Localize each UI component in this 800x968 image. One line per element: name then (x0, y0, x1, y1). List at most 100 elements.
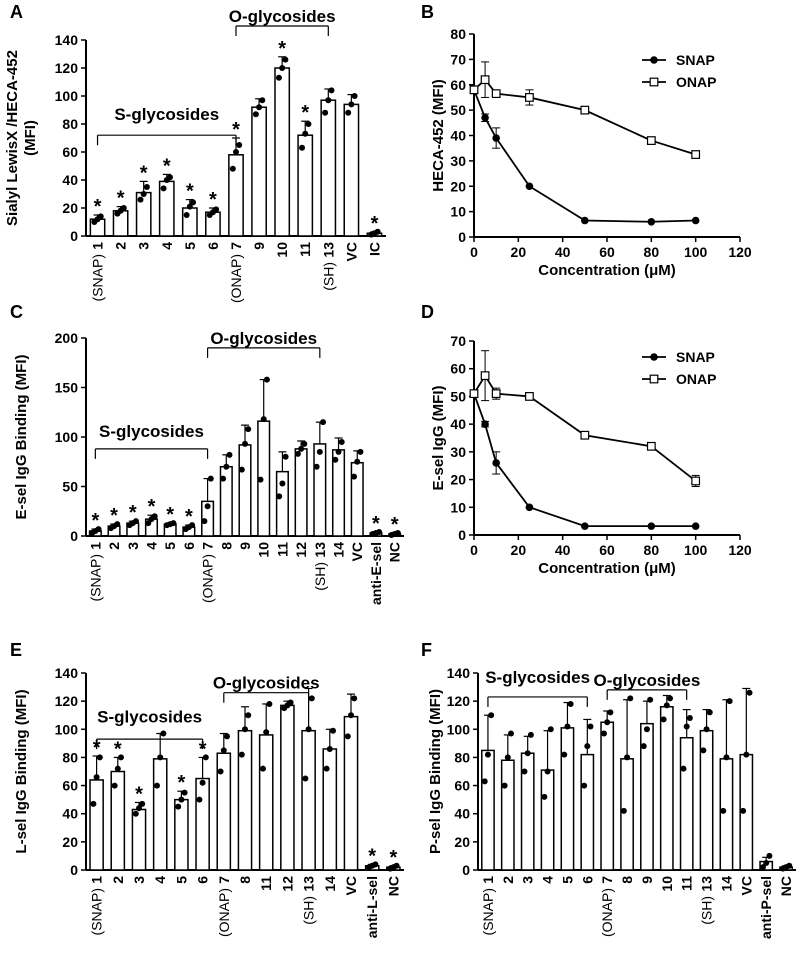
panel-letter: C (10, 302, 23, 322)
data-point (166, 174, 173, 181)
data-point (544, 768, 551, 775)
data-point (521, 768, 528, 775)
data-point (620, 807, 627, 814)
data-point (178, 796, 185, 803)
data-point (524, 750, 531, 757)
x-tick-label: 2 (113, 242, 129, 250)
significance-star: * (278, 38, 286, 60)
x-tick-label: 14 (322, 876, 338, 892)
y-tick-label: 120 (55, 60, 79, 76)
x-tick-label: 3 (131, 876, 147, 884)
x-tick-label: anti-P-sel (758, 876, 774, 939)
x-axis-label: Concentration (μM) (538, 560, 676, 577)
data-point (763, 859, 770, 866)
y-tick-label: 80 (62, 749, 78, 765)
data-point (233, 149, 239, 155)
y-tick-label: 40 (62, 172, 78, 188)
data-point (140, 191, 147, 197)
data-point (374, 228, 381, 235)
data-point (393, 862, 400, 869)
panel-letter: A (10, 2, 23, 22)
marker-ONAP (691, 476, 701, 486)
significance-star: * (135, 783, 143, 805)
data-point (223, 463, 230, 470)
bar (600, 721, 615, 871)
data-point (326, 745, 333, 752)
bar (131, 808, 147, 871)
x-tick-label: 7 (200, 542, 216, 550)
x-tick-label: NC (385, 876, 401, 896)
bracket-label: O-glycosides (210, 329, 317, 348)
marker-ONAP (580, 430, 590, 440)
bracket-label: S-glycosides (97, 707, 202, 726)
bar (297, 134, 314, 237)
data-point (351, 695, 358, 702)
data-point (220, 747, 227, 754)
data-point (236, 142, 243, 148)
y-tick-label: 60 (454, 778, 470, 794)
x-tick-label: 13 (312, 542, 328, 558)
data-point (302, 130, 309, 137)
data-point (351, 93, 358, 99)
bar (181, 207, 198, 237)
significance-star: * (91, 510, 99, 532)
y-tick-label: 40 (450, 416, 466, 432)
bar (174, 798, 189, 871)
x-tick-label: 11 (679, 876, 695, 891)
panel-C: C 0 50 100 150 200 E-sel IgG Binding (MFI) * 1 (S… (10, 302, 404, 605)
x-tick-label: 8 (218, 542, 234, 550)
data-point (257, 476, 264, 483)
significance-star: * (186, 181, 194, 203)
data-point (136, 805, 142, 812)
data-point (501, 782, 508, 789)
significance-star: * (148, 496, 156, 518)
y-tick-label: 60 (450, 361, 466, 377)
x-tick-label: 12 (279, 876, 295, 892)
panel-letter: D (421, 302, 434, 322)
bar (313, 443, 327, 537)
marker-ONAP (469, 85, 479, 95)
bar (343, 103, 360, 237)
x-tick-label: 6 (195, 876, 211, 884)
marker-SNAP (647, 217, 656, 226)
panel-E: E 0 20 40 60 80 100 120 140 L-sel IgG Binding (MF… (10, 640, 404, 938)
data-point (332, 456, 339, 463)
y-tick-label: 20 (450, 178, 466, 194)
data-point (224, 733, 230, 740)
significance-star: * (371, 213, 379, 235)
panel-letter: F (421, 640, 432, 660)
marker-ONAP (691, 150, 701, 159)
legend-marker (650, 353, 658, 361)
x-tick-label: 120 (728, 542, 752, 558)
x-tick-label: 80 (644, 542, 660, 558)
data-point (181, 789, 188, 796)
x-tick-label: 10 (659, 876, 675, 892)
y-tick-label: 50 (450, 388, 466, 404)
significance-star: * (114, 738, 122, 760)
significance-star: * (140, 162, 148, 184)
data-point (488, 712, 495, 719)
marker-SNAP (525, 503, 534, 512)
data-point (348, 712, 354, 719)
x-tick-label: 20 (511, 244, 527, 260)
significance-star: * (185, 506, 193, 528)
data-point (151, 513, 158, 520)
data-point (157, 754, 164, 761)
marker-ONAP (491, 389, 501, 399)
bracket-label: O-glycosides (229, 7, 336, 26)
data-point (242, 440, 248, 447)
bar (679, 736, 694, 871)
data-point (114, 521, 121, 528)
bar (500, 759, 515, 871)
marker-SNAP (481, 420, 489, 428)
data-point (786, 862, 793, 869)
x-tick-label: 100 (684, 244, 708, 260)
y-tick-label: 120 (447, 693, 471, 709)
y-tick-label: 0 (462, 862, 470, 878)
series-line-ONAP (473, 373, 697, 482)
x-tick-label: VC (343, 876, 359, 895)
data-point (345, 109, 352, 116)
data-point (351, 473, 358, 480)
data-point (581, 782, 588, 789)
